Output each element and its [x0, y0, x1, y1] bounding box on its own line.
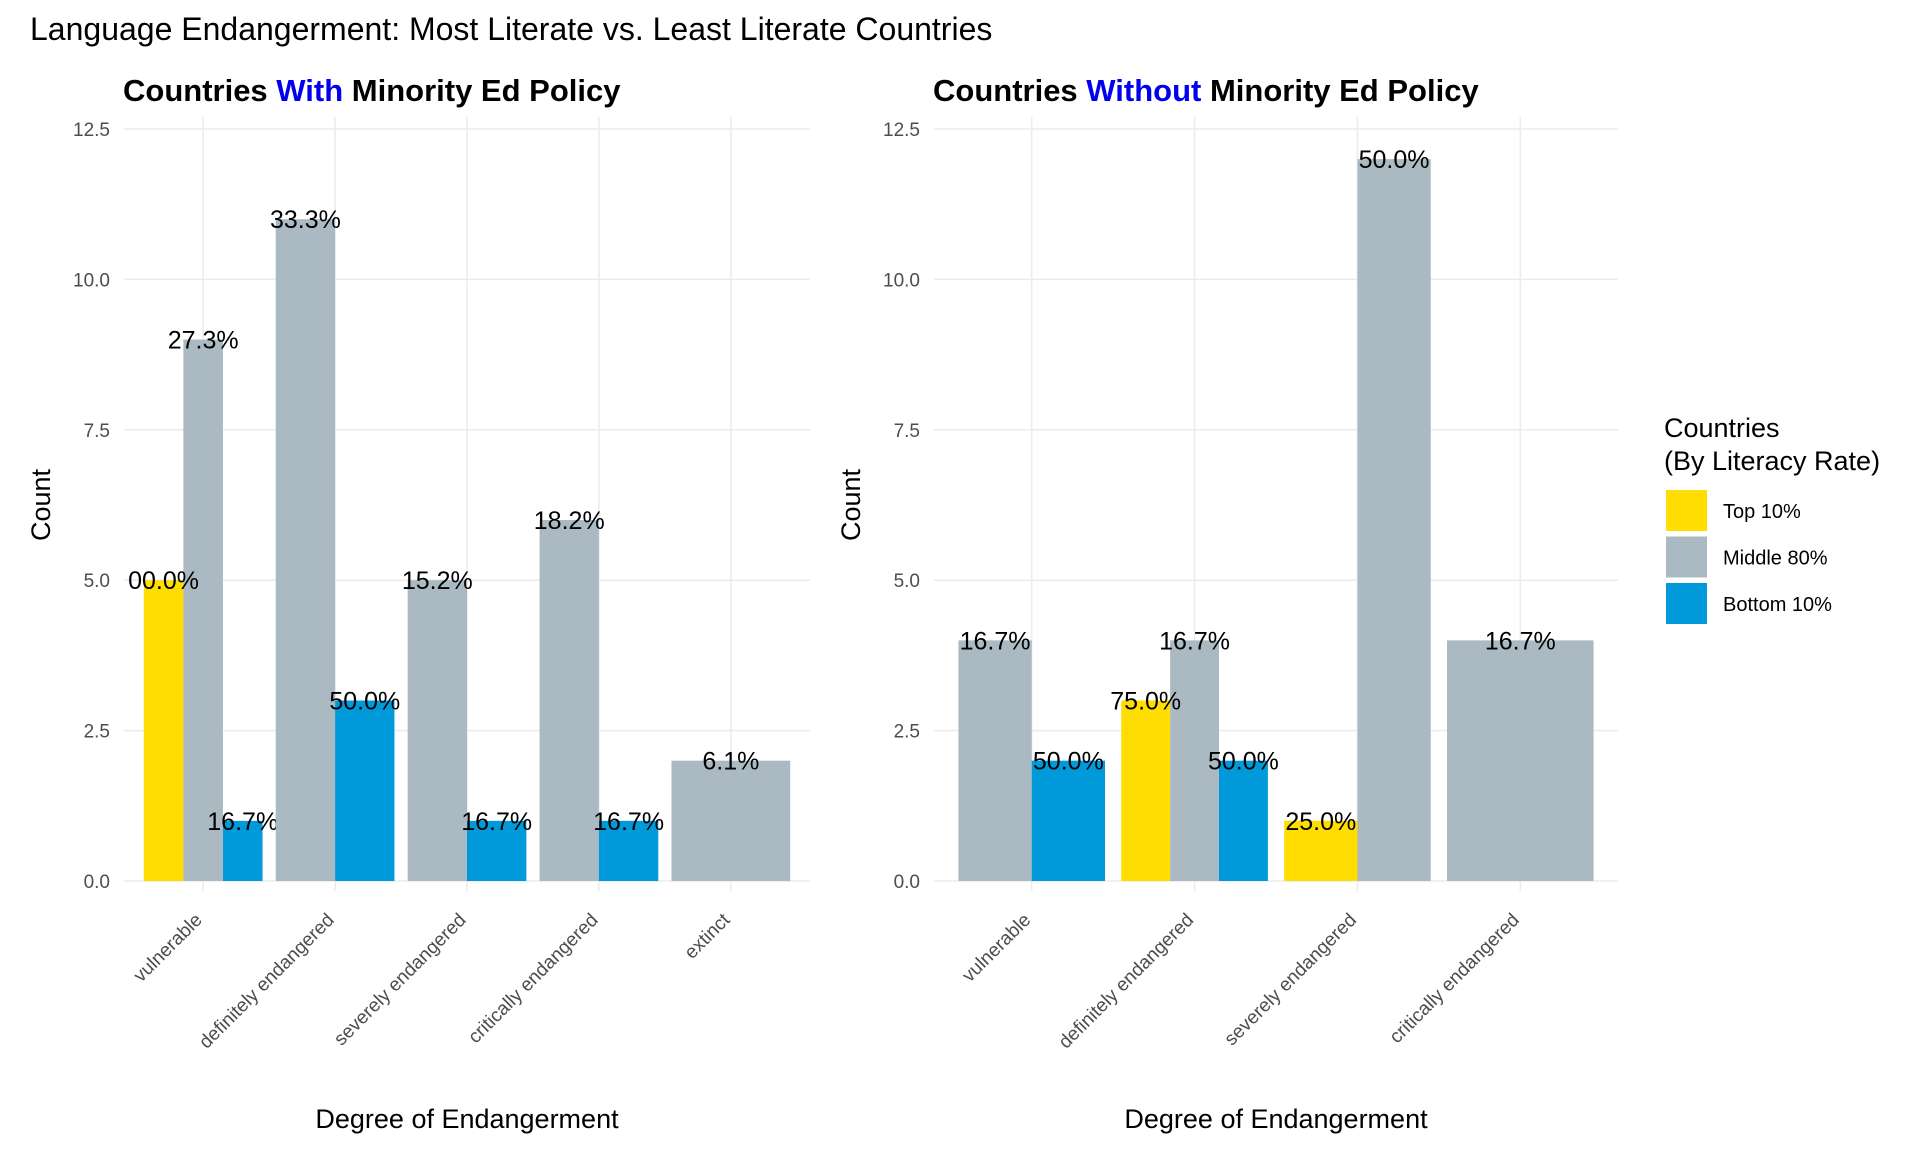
- x-tick-label: critically endangered: [464, 910, 602, 1048]
- y-tick-label: 0.0: [84, 872, 110, 893]
- bar: [1447, 640, 1594, 881]
- data-label: 25.0%: [1285, 808, 1356, 836]
- bar: [183, 339, 223, 881]
- y-tick-label: 7.5: [84, 421, 110, 442]
- bar: [335, 700, 395, 881]
- x-tick-label: critically endangered: [1386, 910, 1524, 1048]
- bar: [143, 580, 184, 881]
- panel-title: Countries Without Minority Ed Policy: [933, 73, 1479, 108]
- bar: [275, 219, 336, 882]
- bar: [1121, 700, 1171, 881]
- bar: [467, 820, 527, 881]
- panel-title-part: Countries: [123, 73, 276, 108]
- x-tick-label: vulnerable: [130, 910, 207, 987]
- legend-key: [1666, 536, 1707, 578]
- figure-title: Language Endangerment: Most Literate vs.…: [30, 11, 992, 47]
- panel-title-part: Minority Ed Policy: [1201, 73, 1479, 108]
- data-label: 18.2%: [534, 507, 605, 535]
- x-tick-label: definitely endangered: [1055, 910, 1198, 1053]
- data-label: 27.3%: [168, 327, 239, 355]
- y-tick-label: 2.5: [894, 722, 920, 743]
- data-label: 33.3%: [270, 206, 341, 234]
- data-label: 16.7%: [593, 808, 664, 836]
- y-tick-label: 7.5: [894, 421, 920, 442]
- bar: [539, 520, 599, 881]
- y-tick-label: 5.0: [894, 571, 920, 592]
- data-label: 00.0%: [128, 567, 199, 595]
- y-tick-label: 0.0: [894, 872, 920, 893]
- legend-key: [1666, 583, 1707, 624]
- bar: [598, 820, 659, 881]
- x-tick-label: severely endangered: [1221, 910, 1361, 1050]
- y-tick-label: 5.0: [84, 571, 110, 592]
- y-tick-label: 12.5: [73, 120, 110, 141]
- y-axis-title: Count: [836, 468, 866, 541]
- bar: [958, 640, 1032, 881]
- data-label: 16.7%: [1485, 627, 1556, 655]
- y-axis-title: Count: [26, 468, 56, 541]
- legend-label: Bottom 10%: [1723, 594, 1832, 616]
- bar: [222, 820, 263, 881]
- bar: [1219, 760, 1268, 881]
- bar: [407, 580, 467, 881]
- panel-title-part: With: [276, 73, 343, 108]
- legend-title: Countries: [1664, 413, 1780, 443]
- bar: [1031, 760, 1105, 881]
- data-label: 16.7%: [207, 808, 278, 836]
- panel-title-part: Countries: [933, 73, 1086, 108]
- y-tick-label: 2.5: [84, 722, 110, 743]
- x-tick-label: extinct: [681, 909, 735, 963]
- panel-title: Countries With Minority Ed Policy: [123, 73, 621, 108]
- x-tick-label: definitely endangered: [195, 910, 338, 1053]
- data-label: 50.0%: [1208, 748, 1279, 776]
- data-label: 16.7%: [960, 627, 1031, 655]
- legend-key: [1666, 490, 1707, 531]
- panel-title-part: Minority Ed Policy: [343, 73, 621, 108]
- legend-label: Top 10%: [1723, 501, 1801, 523]
- x-tick-label: vulnerable: [958, 910, 1035, 987]
- data-label: 50.0%: [1033, 748, 1104, 776]
- panel-title-part: Without: [1086, 73, 1201, 108]
- data-label: 15.2%: [402, 567, 473, 595]
- data-label: 50.0%: [329, 688, 400, 716]
- y-tick-label: 12.5: [883, 120, 920, 141]
- legend-label: Middle 80%: [1723, 548, 1828, 570]
- data-label: 75.0%: [1110, 688, 1181, 716]
- data-label: 50.0%: [1359, 146, 1430, 174]
- data-label: 16.7%: [1159, 627, 1230, 655]
- x-tick-label: severely endangered: [330, 910, 470, 1050]
- bar: [1170, 640, 1219, 881]
- data-label: 16.7%: [461, 808, 532, 836]
- data-label: 6.1%: [702, 748, 759, 776]
- x-axis-title: Degree of Endangerment: [315, 1104, 619, 1134]
- bar: [1357, 159, 1431, 881]
- y-tick-label: 10.0: [883, 270, 920, 291]
- legend-title: (By Literacy Rate): [1664, 446, 1880, 476]
- bar: [671, 760, 791, 881]
- x-axis-title: Degree of Endangerment: [1124, 1104, 1428, 1134]
- y-tick-label: 10.0: [73, 270, 110, 291]
- bar: [1284, 820, 1358, 881]
